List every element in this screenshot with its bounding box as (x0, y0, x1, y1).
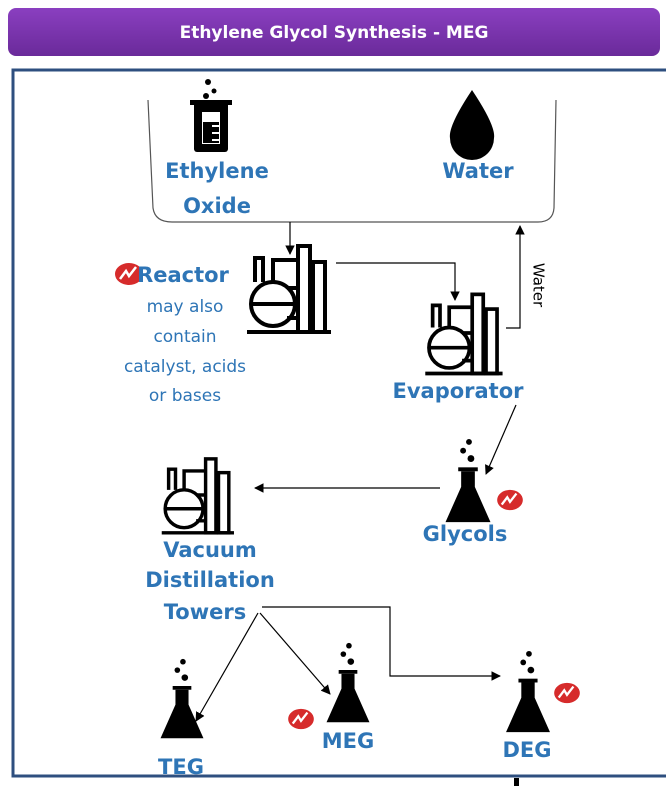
connector-stub (514, 778, 519, 786)
title: Ethylene Glycol Synthesis - MEG (180, 23, 489, 43)
node-label: TEG (158, 755, 204, 779)
arrow (506, 225, 525, 329)
water-drop-icon (449, 90, 495, 160)
node-label: Towers (164, 600, 246, 624)
beaker-icon (190, 79, 232, 152)
edge-label: Water (530, 263, 548, 308)
flask-icon (506, 650, 550, 733)
node-label: Evaporator (392, 379, 524, 403)
arrow (195, 612, 259, 722)
node-note: may also (147, 297, 224, 317)
node-label: DEG (502, 738, 551, 762)
arrow (259, 612, 331, 695)
badge-icon (553, 682, 581, 704)
flask-icon (160, 658, 204, 739)
flask-icon (326, 642, 370, 723)
node-label: Glycols (423, 522, 508, 546)
arrow (336, 262, 460, 301)
node-note: catalyst, acids (124, 357, 246, 377)
arrow (262, 606, 501, 681)
node-label: Distillation (145, 568, 275, 592)
node-label: MEG (322, 729, 374, 753)
feed-bowl (147, 99, 557, 223)
reactor-icon (247, 246, 331, 332)
node-note: contain (153, 327, 216, 347)
node-note: or bases (149, 386, 221, 406)
badge-icon (496, 489, 524, 511)
frame (11, 68, 666, 778)
node-label: Reactor (137, 263, 229, 287)
node-label: Water (442, 159, 514, 183)
arrow (485, 404, 517, 475)
header-bar (8, 8, 660, 56)
distillation-icon (159, 456, 236, 535)
evaporator-icon (423, 292, 505, 376)
flask-icon (445, 438, 491, 523)
node-label: Vacuum (163, 538, 257, 562)
node-label: Oxide (183, 194, 251, 218)
badge-icon (287, 708, 315, 730)
node-label: Ethylene (165, 159, 269, 183)
